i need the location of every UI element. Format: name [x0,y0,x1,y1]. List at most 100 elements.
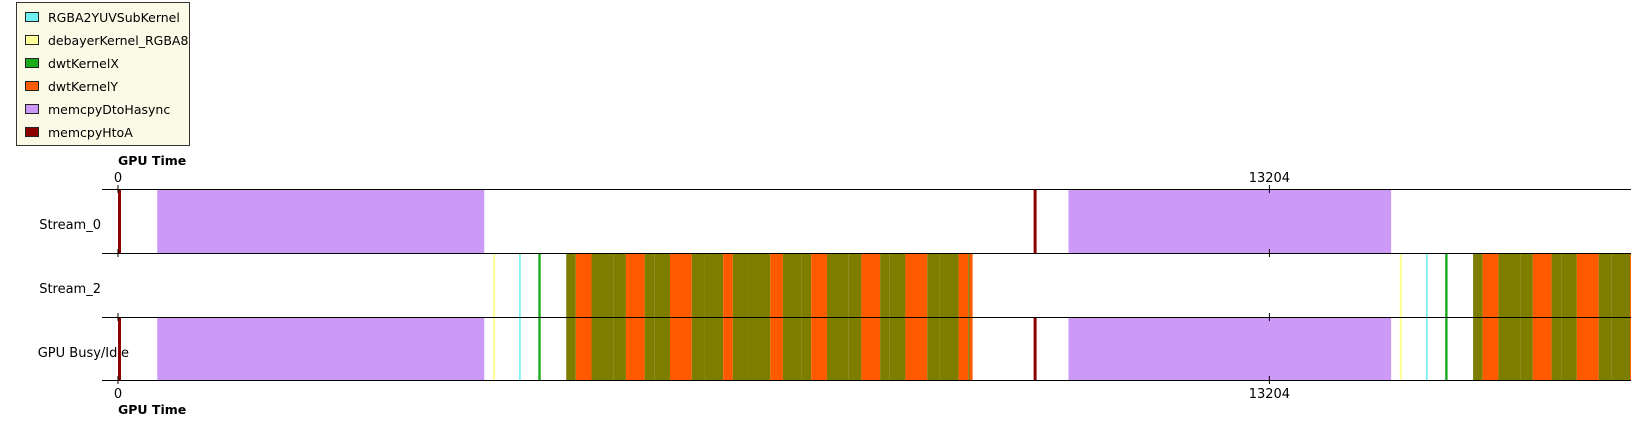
kernel-bar-dwt [1551,253,1562,317]
kernel-bar-rgba2yuv [1426,253,1428,317]
legend-swatch-memcpy-htoa [25,127,39,137]
kernel-bar-dwty [669,253,692,317]
kernel-bar-dwty [905,317,928,380]
kernel-bar-dwty [958,253,969,317]
kernel-bar-dwty [723,317,733,380]
kernel-bar-dwty [770,253,783,317]
kernel-bar-rgba2yuv [1426,317,1428,380]
kernel-bar-dwty [958,317,969,380]
kernel-bar-dwt [1561,253,1577,317]
legend-swatch-debayer [25,35,39,45]
kernel-bar-dwt [939,317,959,380]
memcpy-htoa-bar [118,189,121,253]
kernel-bar-dwty [1576,317,1599,380]
kernel-bar-dwt [848,317,862,380]
kernel-bar-dwt [654,253,670,317]
kernel-bar-dwtx [538,317,541,380]
kernel-bar-debayer [1399,317,1403,380]
kernel-bar-dwty [669,317,692,380]
kernel-bar-debayer [492,253,496,317]
legend-swatch-memcpy-dtoh [25,104,39,114]
kernel-bar-dwt [613,317,626,380]
kernel-bar-dwty [861,253,881,317]
kernel-bar-debayer [1399,253,1403,317]
kernel-bar-dwtx [1445,317,1448,380]
kernel-bar-dwty [861,317,881,380]
kernel-bar-dwty [625,253,645,317]
kernel-bar-dwt [1498,317,1521,380]
legend-label: memcpyHtoA [48,124,133,140]
kernel-bar-dwt [1611,317,1631,380]
kernel-bar-dwty [625,317,645,380]
kernel-bar-dwt [826,253,849,317]
memcpy-dtoh-bar [1068,189,1392,253]
kernel-bar-dwt [939,253,959,317]
kernel-bar-dwty-end [969,253,973,317]
memcpy-htoa-bar [118,317,121,380]
legend-item: debayerKernel_RGBA8 [25,32,188,48]
x-axis-title-top: GPU Time [118,153,186,168]
kernel-bar-dwt [782,253,802,317]
kernel-bar-dwt [1598,253,1612,317]
legend-label: dwtKernelX [48,55,119,71]
kernel-bar-dwtx [538,253,541,317]
tick-label-bottom: 13204 [1249,387,1290,402]
row-label-stream-2: Stream_2 [39,282,101,297]
kernel-bar-rgba2yuv [519,317,521,380]
kernel-bar-dwty [1532,317,1552,380]
kernel-bar-dwt [732,253,749,317]
legend-label: dwtKernelY [48,78,118,94]
memcpy-htoa-bar [1033,189,1037,253]
kernel-bar-dwt [889,253,906,317]
kernel-bar-dwt [704,253,724,317]
kernel-bar-dwt [801,317,812,380]
timeline-bars [118,189,1631,380]
kernel-bar-dwt [591,317,614,380]
kernel-bar-dwt [1598,317,1612,380]
kernel-bar-dwty [1482,253,1499,317]
kernel-bar-dwty [905,253,928,317]
legend-item: RGBA2YUVSubKernel [25,9,180,25]
kernel-bar-dwt [927,317,940,380]
kernel-bar-dwt [691,317,705,380]
legend-label: debayerKernel_RGBA8 [48,32,189,48]
memcpy-htoa-bar [1033,317,1037,380]
legend-swatch-dwty [25,81,39,91]
row-label-gpu-busy: GPU Busy/Idle [38,346,129,361]
kernel-bar-dwt [880,317,890,380]
kernel-bar-dwt [748,253,771,317]
timeline-axes: 0013204132042640926409396143961452819528… [102,171,1631,402]
legend-item: memcpyDtoHasync [25,101,170,117]
memcpy-dtoh-bar [157,189,485,253]
legend-item: memcpyHtoA [25,124,133,140]
kernel-bar-rgba2yuv [519,253,521,317]
kernel-bar-dwt [848,253,862,317]
kernel-bar-dwt [704,317,724,380]
chart-legend: RGBA2YUVSubKernel debayerKernel_RGBA8 dw… [16,2,190,146]
kernel-bar-dwt [654,317,670,380]
kernel-bar-dwt [691,253,705,317]
kernel-bar-dwt [566,317,576,380]
x-axis-title-bottom: GPU Time [118,402,186,417]
kernel-bar-dwty [811,317,827,380]
memcpy-dtoh-bar [157,317,485,380]
kernel-bar-dwt [826,317,849,380]
kernel-bar-dwty [723,253,733,317]
kernel-bar-dwt [1520,253,1533,317]
legend-item: dwtKernelY [25,78,118,94]
kernel-bar-dwt [801,253,812,317]
legend-swatch-dwtx [25,58,39,68]
kernel-bar-dwty [575,317,592,380]
legend-item: dwtKernelX [25,55,119,71]
kernel-bar-dwty [1576,253,1599,317]
kernel-bar-dwt [889,317,906,380]
kernel-bar-debayer [492,317,496,380]
kernel-bar-dwt [644,317,655,380]
kernel-bar-dwt [1551,317,1562,380]
kernel-bar-dwtx [1445,253,1448,317]
kernel-bar-dwt [732,317,749,380]
kernel-bar-dwt [1561,317,1577,380]
legend-label: memcpyDtoHasync [48,101,171,117]
memcpy-dtoh-bar [1068,317,1392,380]
